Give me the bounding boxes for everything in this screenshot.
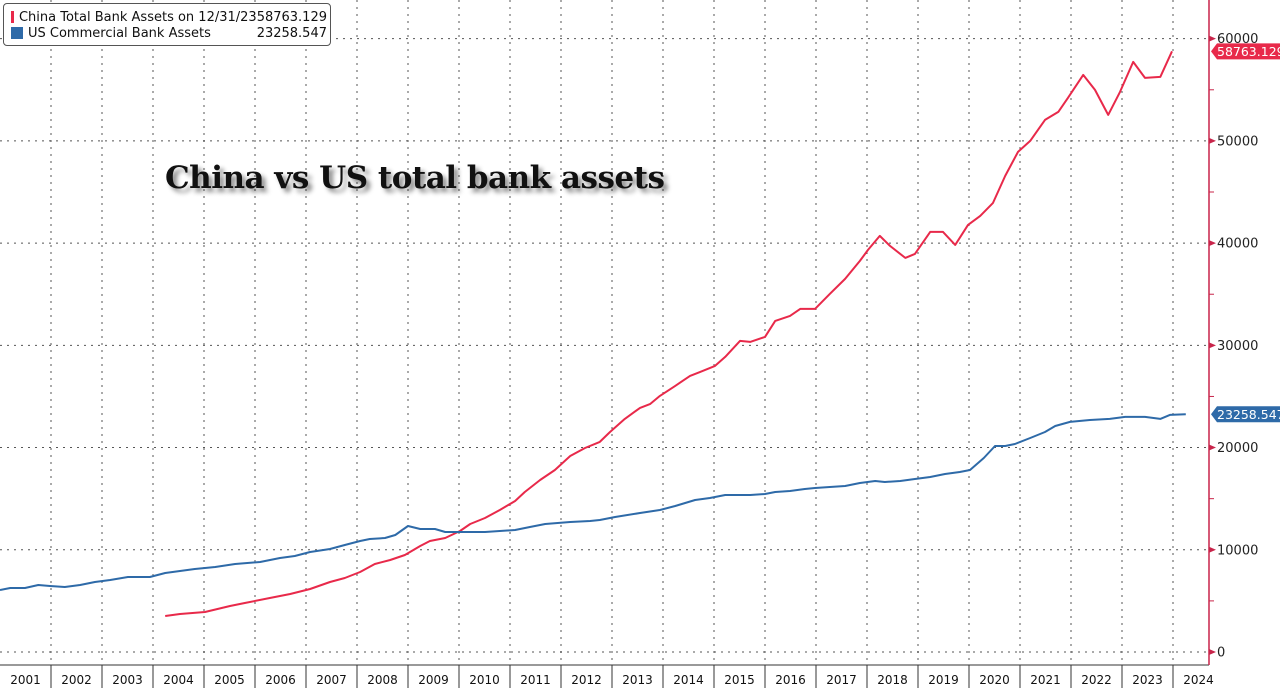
y-tick-label: 40000 xyxy=(1217,237,1258,252)
y-tick-label: 20000 xyxy=(1217,441,1258,456)
y-tick-label: 0 xyxy=(1217,646,1225,661)
chart-title: China vs US total bank assets xyxy=(165,160,665,196)
x-tick-label: 2019 xyxy=(928,673,959,687)
series-points-us xyxy=(0,414,1186,590)
x-tick-label: 2002 xyxy=(61,673,92,687)
last-value-tag-bg xyxy=(1211,406,1280,423)
legend: China Total Bank Assets on 12/31/23 5876… xyxy=(3,3,331,46)
legend-swatch-us xyxy=(11,27,23,39)
x-tick-label: 2006 xyxy=(265,673,296,687)
y-major-tick xyxy=(1209,649,1216,655)
legend-swatch-china xyxy=(11,11,14,23)
x-tick-label: 2009 xyxy=(418,673,449,687)
x-tick-label: 2023 xyxy=(1132,673,1163,687)
y-major-tick xyxy=(1209,137,1216,144)
series-points-china xyxy=(165,51,1172,616)
series-line-china xyxy=(165,50,1173,617)
series-layer xyxy=(0,50,1186,617)
y-tick-label: 30000 xyxy=(1217,339,1258,354)
y-tick-label: 10000 xyxy=(1217,543,1258,558)
x-tick-label: 2005 xyxy=(214,673,245,687)
legend-value-us: 23258.547 xyxy=(256,25,327,41)
grid xyxy=(0,0,1209,665)
y-major-tick xyxy=(1209,444,1216,451)
x-tick-label: 2017 xyxy=(826,673,857,687)
y-major-tick xyxy=(1209,240,1216,247)
x-tick-label: 2021 xyxy=(1030,673,1061,687)
x-tick-label: 2007 xyxy=(316,673,347,687)
x-tick-label: 2013 xyxy=(622,673,653,687)
x-tick-label: 2014 xyxy=(673,673,704,687)
last-value-label: 58763.129 xyxy=(1217,44,1280,59)
legend-label-china: China Total Bank Assets on 12/31/23 xyxy=(18,9,257,25)
x-tick-label: 2020 xyxy=(979,673,1010,687)
x-tick-label: 2012 xyxy=(571,673,602,687)
last-value-tag-bg xyxy=(1211,43,1280,60)
legend-item-us: US Commercial Bank Assets 23258.547 xyxy=(11,25,327,41)
x-tick-label: 2011 xyxy=(520,673,551,687)
y-tick-label: 50000 xyxy=(1217,134,1258,149)
legend-label-us: US Commercial Bank Assets xyxy=(28,25,211,41)
x-tick-label: 2008 xyxy=(367,673,398,687)
last-value-label: 23258.547 xyxy=(1217,407,1280,422)
y-major-tick xyxy=(1209,342,1216,349)
series-line-us xyxy=(0,413,1186,591)
x-tick-label: 2024 xyxy=(1183,673,1214,687)
legend-item-china: China Total Bank Assets on 12/31/23 5876… xyxy=(11,9,327,25)
x-tick-label: 2001 xyxy=(10,673,41,687)
x-tick-label: 2003 xyxy=(112,673,143,687)
legend-value-china: 58763.129 xyxy=(256,9,327,25)
x-tick-label: 2016 xyxy=(775,673,806,687)
x-tick-label: 2018 xyxy=(877,673,908,687)
x-axis: 2001 2002 2003 2004 2005 2006 2007 2008 2009 2010… xyxy=(0,664,1214,688)
x-tick-label: 2010 xyxy=(469,673,500,687)
x-tick-label: 2022 xyxy=(1081,673,1112,687)
y-major-tick xyxy=(1209,546,1216,553)
y-major-tick xyxy=(1209,35,1216,42)
x-tick-label: 2015 xyxy=(724,673,755,687)
last-value-tags: 58763.129 23258.547 xyxy=(1211,43,1280,423)
x-tick-label: 2004 xyxy=(163,673,194,687)
